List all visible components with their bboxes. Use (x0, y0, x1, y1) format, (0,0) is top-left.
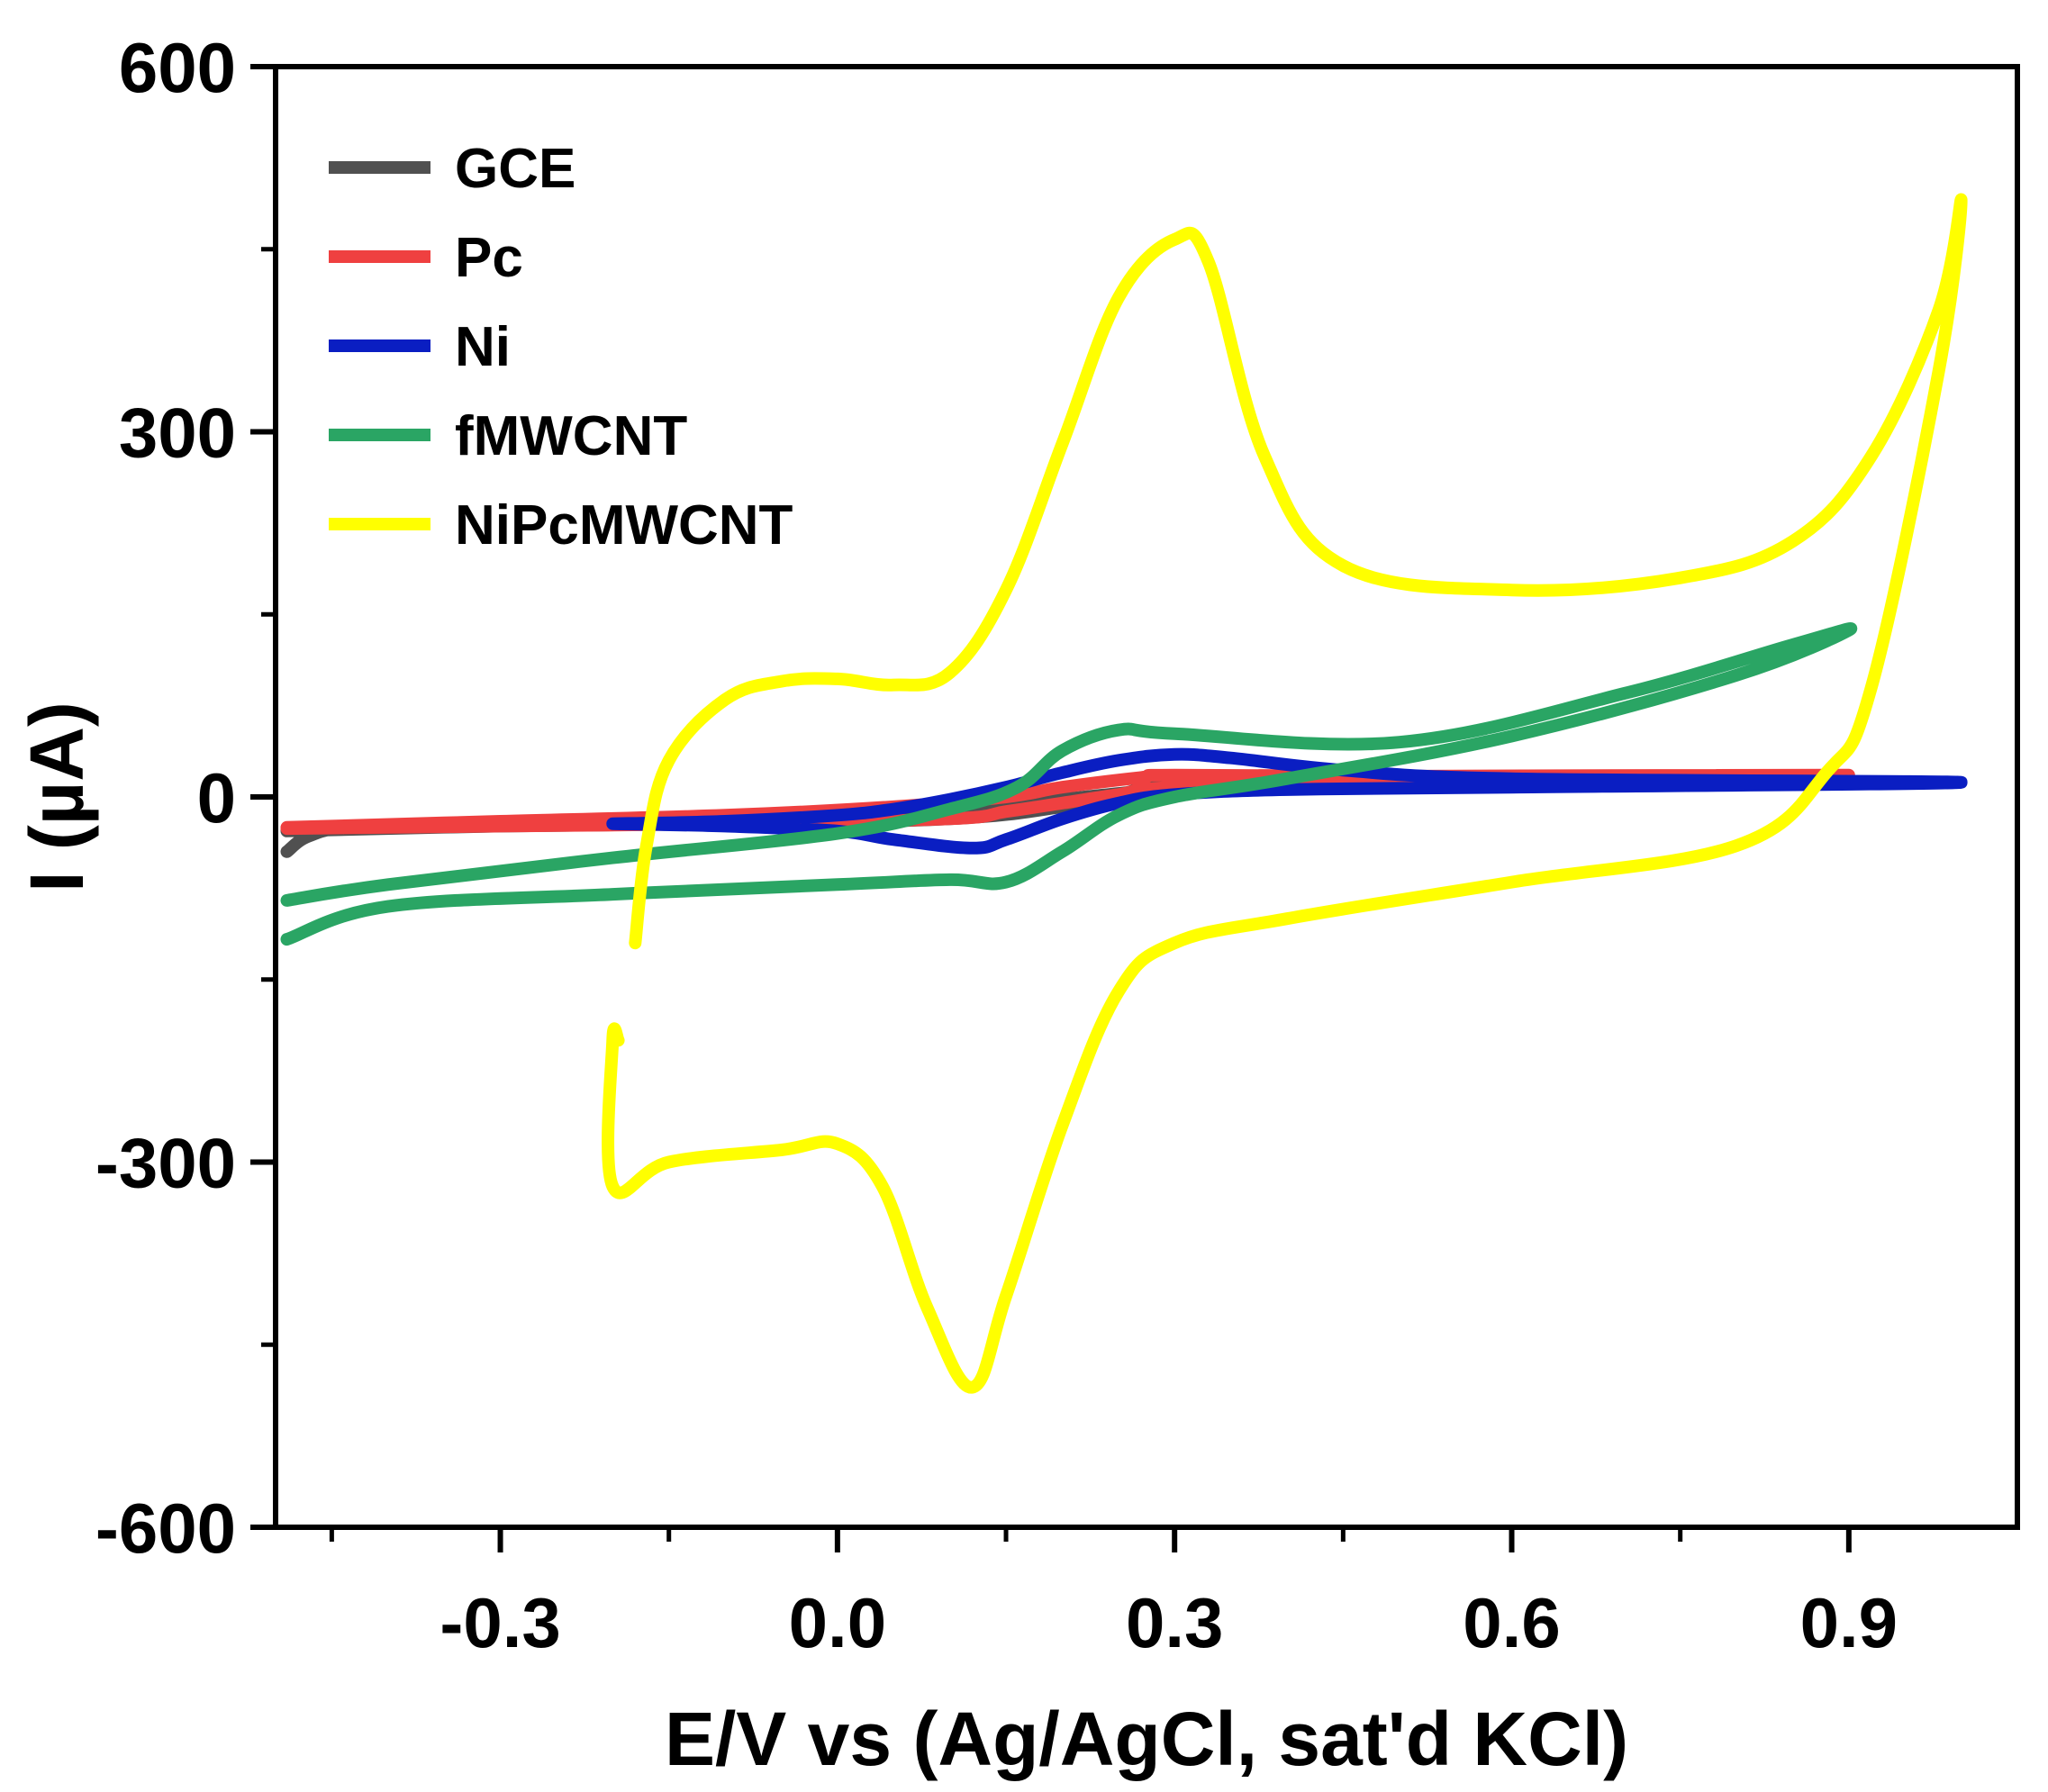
y-tick-label: -300 (95, 1124, 236, 1203)
x-tick-label: 0.9 (1800, 1583, 1898, 1662)
x-tick-label: 0.3 (1126, 1583, 1223, 1662)
legend-label-gce: GCE (455, 138, 575, 200)
series-layer (280, 193, 1968, 1394)
legend-label-nipcmwcnt: NiPcMWCNT (455, 494, 793, 557)
x-tick-label: 0.0 (789, 1583, 886, 1662)
x-tick-label: -0.3 (440, 1583, 560, 1662)
x-tick-label: 0.6 (1463, 1583, 1560, 1662)
legend: GCE Pc Ni fMWCNT NiPcMWCNT (329, 138, 793, 557)
legend-label-fmwcnt: fMWCNT (455, 405, 687, 467)
y-axis-title: I (µA) (14, 701, 99, 892)
y-tick-label: -600 (95, 1489, 236, 1568)
y-tick-label: 0 (197, 758, 236, 837)
x-axis-title: E/V vs (Ag/AgCl, sat'd KCl) (665, 1697, 1628, 1781)
series-line-fmwcnt (280, 621, 1858, 946)
legend-label-ni: Ni (455, 316, 511, 378)
series-line-ni (606, 747, 1968, 855)
legend-label-pc: Pc (455, 227, 523, 289)
y-tick-label: 300 (119, 394, 236, 473)
y-tick-label: 600 (119, 28, 236, 107)
ticks-layer: -0.3 0.0 0.3 0.6 0.9 -600 -300 0 300 600 (95, 28, 1898, 1662)
series-line-nipcmwcnt (602, 193, 1968, 1394)
